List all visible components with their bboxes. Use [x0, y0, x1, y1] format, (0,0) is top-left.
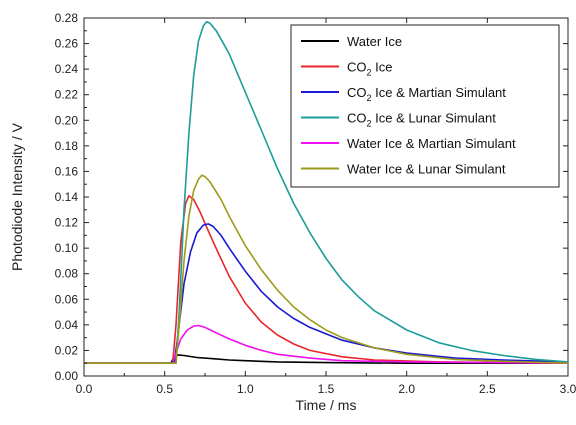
- legend-entry-label: Water Ice: [347, 34, 402, 49]
- y-tick-label: 0.28: [55, 11, 79, 25]
- legend-label-main: CO: [347, 85, 367, 100]
- x-tick-label: 0.0: [76, 382, 93, 396]
- legend-label-tail: Ice: [372, 60, 393, 75]
- x-axis-title: Time / ms: [296, 397, 357, 413]
- legend-label-tail: Ice & Martian Simulant: [372, 85, 507, 100]
- legend-label-main: Water Ice & Martian Simulant: [347, 136, 516, 151]
- legend-label-main: Water Ice: [347, 34, 402, 49]
- y-tick-label: 0.24: [55, 62, 79, 76]
- y-tick-label: 0.16: [55, 164, 79, 178]
- series-line-2: [84, 194, 569, 364]
- legend-entry-label: CO2 Ice & Martian Simulant: [347, 85, 506, 103]
- legend-entry-label: CO2 Ice: [347, 60, 392, 78]
- legend-entry-label: CO2 Ice & Lunar Simulant: [347, 111, 496, 129]
- legend-label-subscript: 2: [367, 68, 372, 78]
- y-tick-label: 0.26: [55, 37, 79, 51]
- y-tick-label: 0.04: [55, 318, 79, 332]
- x-axis: 0.0 0.5 1.0 1.5 2.0 2.5 3.0: [76, 18, 576, 396]
- series-line-5: [84, 324, 569, 364]
- y-tick-label: 0.22: [55, 88, 79, 102]
- legend-label-tail: Ice & Lunar Simulant: [372, 111, 497, 126]
- y-tick-label: 0.02: [55, 343, 79, 357]
- x-tick-label: 2.5: [479, 382, 496, 396]
- y-tick-label: 0.18: [55, 139, 79, 153]
- y-tick-label: 0.10: [55, 241, 79, 255]
- legend-label-main: CO: [347, 111, 367, 126]
- y-tick-label: 0.00: [55, 369, 79, 383]
- y-tick-label: 0.14: [55, 190, 79, 204]
- series-line-3: [84, 223, 569, 364]
- y-axis-title: Photodiode Intensity / V: [9, 122, 25, 271]
- y-axis: 0.00 0.02 0.04 0.06 0.08 0.10 0.12 0.14 0.16 0.18…: [55, 11, 568, 383]
- series-line-6: [84, 174, 569, 364]
- legend-label-main: Water Ice & Lunar Simulant: [347, 162, 506, 177]
- legend-label-subscript: 2: [367, 119, 372, 129]
- y-tick-label: 0.20: [55, 113, 79, 127]
- y-tick-label: 0.12: [55, 216, 79, 230]
- y-tick-label: 0.08: [55, 267, 79, 281]
- x-tick-label: 1.5: [318, 382, 335, 396]
- legend-label-main: CO: [347, 60, 367, 75]
- legend-entry-label: Water Ice & Martian Simulant: [347, 136, 516, 151]
- legend-entry-label: Water Ice & Lunar Simulant: [347, 162, 506, 177]
- series-line-4: [84, 21, 569, 364]
- y-tick-label: 0.06: [55, 292, 79, 306]
- x-tick-label: 0.5: [156, 382, 173, 396]
- x-tick-label: 3.0: [560, 382, 576, 396]
- legend-box: [290, 24, 560, 188]
- x-tick-label: 2.0: [398, 382, 415, 396]
- legend-label-subscript: 2: [367, 93, 372, 103]
- x-tick-label: 1.0: [237, 382, 254, 396]
